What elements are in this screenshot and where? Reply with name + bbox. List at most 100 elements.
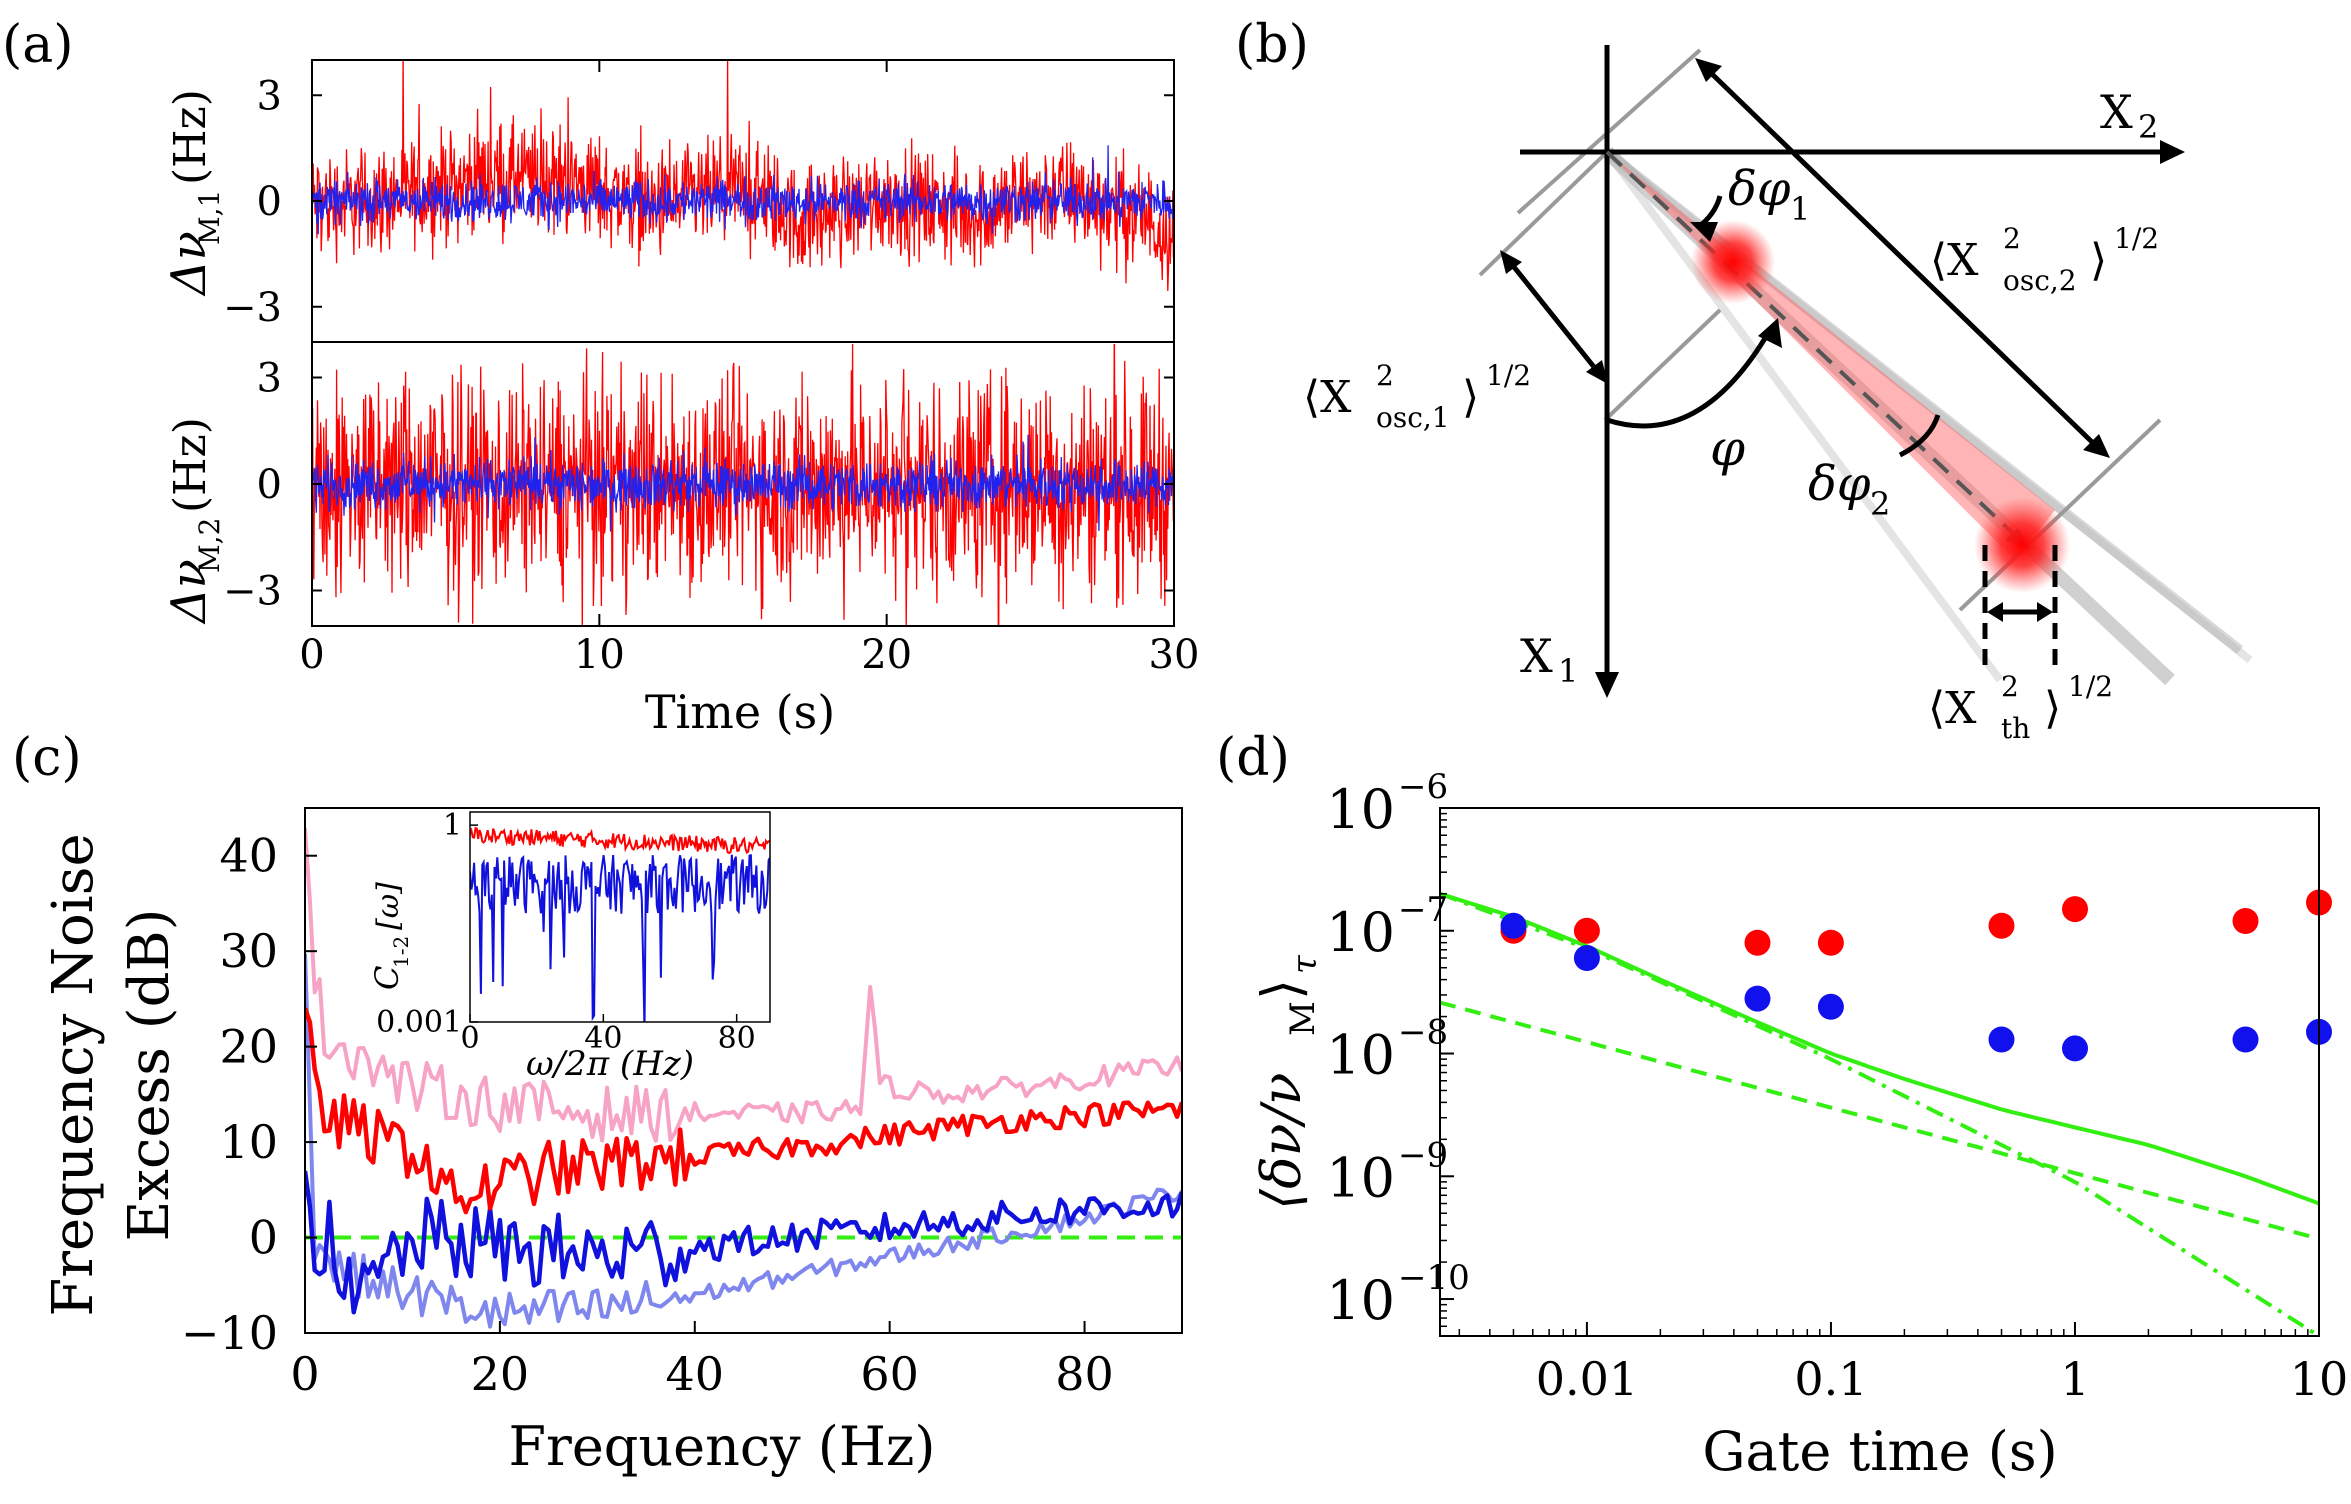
xtick-label: 60 (860, 1347, 919, 1401)
ytick-label: 40 (219, 829, 278, 883)
guide-line-left-a (1478, 150, 1609, 277)
a-bottom-traces (312, 344, 1174, 626)
panel-label-d: (d) (1216, 728, 1290, 788)
model-line-flicker (1440, 891, 2319, 1336)
svg-text:δφ: δφ (1728, 161, 1791, 217)
ytick-exponent: −9 (1398, 1135, 1448, 1175)
svg-text:⟩: ⟩ (1250, 979, 1313, 1000)
ytick-label: 3 (257, 356, 282, 402)
svg-text:osc,2: osc,2 (2003, 264, 2077, 297)
point-red (2232, 908, 2259, 934)
xtick-label: 10 (574, 632, 625, 678)
svg-text:⟨X: ⟨X (1928, 683, 1977, 734)
svg-text:(Hz): (Hz) (165, 417, 216, 513)
xtick-label: 40 (666, 1347, 725, 1401)
panel-label-c: (c) (12, 728, 82, 788)
x1-arrowhead (1595, 672, 1619, 698)
point-red (2062, 896, 2088, 923)
osc2-arrowhead-bottom (2083, 434, 2110, 458)
svg-text:M,1: M,1 (193, 190, 226, 245)
ytick-label: −3 (223, 569, 282, 615)
panel-b-diagram: X 2 X 1 δφ 1 δφ 2 φ ⟨X 2 osc,2 ⟩ 1/2 ⟨X … (1303, 45, 2253, 745)
xtick-label: 80 (1055, 1347, 1114, 1401)
inset-ytick-label: 0.001 (376, 1005, 462, 1040)
svg-text:2: 2 (2003, 222, 2021, 255)
c-inset-xticks: 0 40 80 (460, 1014, 756, 1056)
svg-text:1: 1 (1790, 190, 1810, 228)
ytick-label: −10 (181, 1306, 278, 1360)
svg-text:C: C (368, 966, 406, 990)
svg-text:⟨X: ⟨X (1303, 372, 1352, 423)
c-xlabel: Frequency (Hz) (509, 1415, 936, 1478)
model-line-total (1440, 891, 2319, 1206)
ytick-label: 3 (257, 73, 282, 119)
xtick-label: 0 (299, 632, 324, 678)
trace-blue (312, 145, 1174, 235)
svg-text:1: 1 (1558, 652, 1578, 690)
th-arrowhead-right (2037, 602, 2053, 622)
osc1-arrowhead-top (1500, 250, 1522, 274)
th-label: ⟨X 2 th ⟩ 1/2 (1928, 670, 2113, 745)
point-blue (1744, 985, 1771, 1012)
osc2-arrowhead-top (1695, 58, 1722, 82)
a-bottom-yticks: 3 0 −3 (223, 356, 1174, 615)
fan-line-3 (1603, 149, 2004, 683)
osc2-arrow-line (1710, 72, 2094, 444)
c-inset-bg (470, 812, 770, 1022)
a-bottom-xticks: 0 10 20 30 (299, 60, 1199, 678)
point-blue (1988, 1026, 2015, 1053)
point-blue (1817, 993, 1844, 1020)
ytick-label: 0 (257, 179, 282, 225)
d-ylabel: ⟨δν/ν M ⟩ τ (1250, 954, 1325, 1210)
panel-d: 0.01 0.1 1 10 10−610−710−810−910−10 Gate ti… (1250, 767, 2348, 1483)
trace-red (312, 344, 1174, 626)
point-red (1573, 917, 1600, 944)
point-red (1817, 929, 1844, 956)
c-inset-yticks: 1 0.001 (376, 808, 478, 1040)
model-line-white (1440, 1000, 2319, 1241)
series-blue (305, 1170, 1182, 1315)
svg-text:2: 2 (1870, 485, 1890, 523)
xtick-label: 30 (1149, 632, 1200, 678)
a-top-ylabel: Δν M,1 (Hz) (161, 89, 226, 297)
point-blue (1573, 945, 1600, 971)
osc1-label: ⟨X 2 osc,1 ⟩ 1/2 (1303, 359, 1531, 434)
svg-text:⟨X: ⟨X (1930, 235, 1979, 286)
svg-text:δφ: δφ (1808, 456, 1871, 512)
svg-text:τ: τ (1285, 954, 1325, 974)
ytick-label: 10 (219, 1115, 278, 1169)
trace-blue (312, 434, 1174, 532)
ytick-label: 20 (219, 1020, 278, 1074)
svg-text:⟩: ⟩ (2090, 235, 2107, 286)
svg-text:Δν: Δν (161, 231, 217, 297)
xtick-label: 0 (290, 1347, 319, 1401)
guide-line-left-b (1603, 308, 1722, 422)
point-blue (2062, 1035, 2088, 1062)
inset-series-red (470, 826, 770, 855)
series-lightblue (305, 953, 1182, 1329)
phi-arc (1606, 328, 1773, 429)
x1-label: X 1 (1520, 629, 1578, 690)
svg-text:X: X (2100, 85, 2133, 139)
svg-text:M,2: M,2 (193, 518, 226, 573)
xtick-label: 20 (471, 1347, 530, 1401)
svg-text:1/2: 1/2 (2114, 222, 2159, 255)
inset-xtick-label: 80 (718, 1021, 756, 1056)
phi-label: φ (1710, 419, 1745, 477)
svg-text:2: 2 (2001, 670, 2019, 703)
ytick-label: −3 (223, 285, 282, 331)
dphi1-arrowhead (1690, 222, 1718, 242)
svg-text:osc,1: osc,1 (1376, 401, 1450, 434)
c-yticks: 40 30 20 10 0 −10 (181, 829, 317, 1360)
svg-text:[ω]: [ω] (371, 882, 406, 930)
point-red (1744, 929, 1771, 956)
c-frame (304, 807, 1183, 1334)
ytick-exponent: −7 (1398, 890, 1448, 930)
th-arrowhead-left (1987, 602, 2003, 622)
svg-text:⟩: ⟩ (2044, 683, 2061, 734)
inset-ytick-label: 1 (443, 808, 462, 843)
c-inset-frame (469, 811, 771, 1023)
trace-red (312, 60, 1174, 292)
